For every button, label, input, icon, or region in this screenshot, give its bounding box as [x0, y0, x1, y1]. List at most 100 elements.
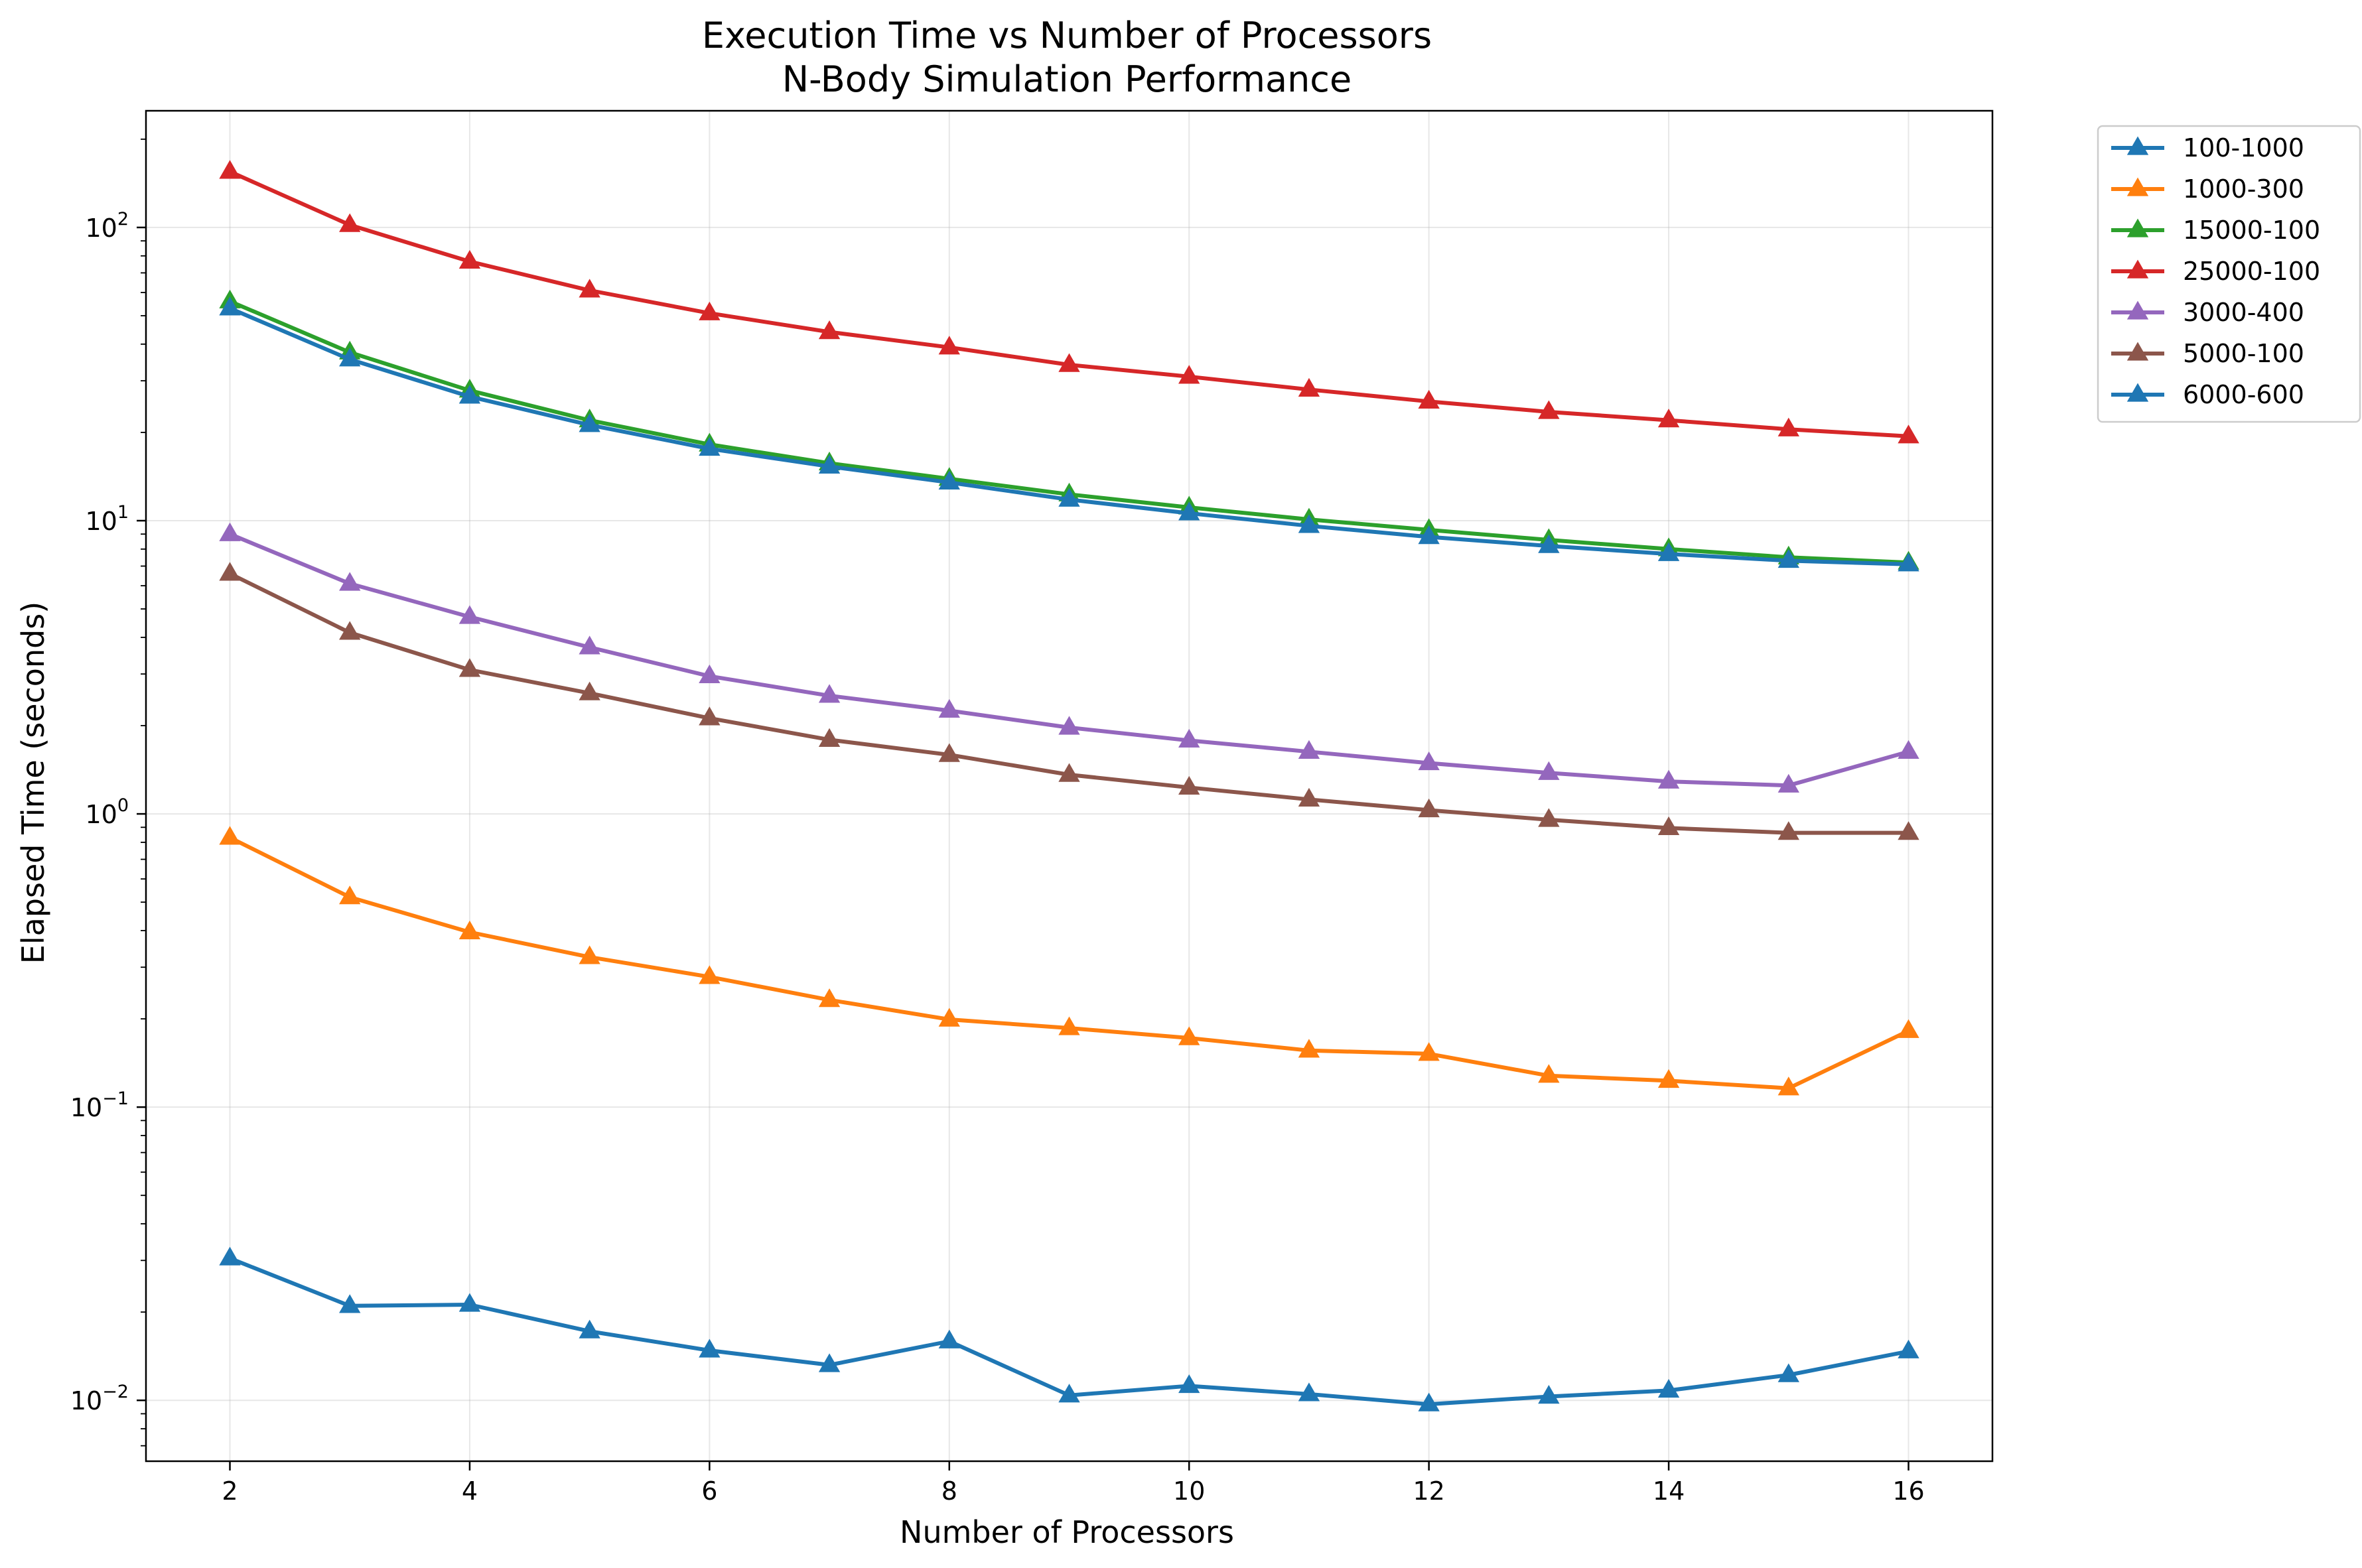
data-point [219, 826, 241, 845]
data-point [219, 296, 241, 316]
data-point [1657, 1069, 1680, 1088]
data-point [699, 965, 721, 984]
legend-swatch-marker [2126, 177, 2149, 196]
data-point [938, 743, 960, 762]
data-point [1418, 1392, 1440, 1411]
data-point [1777, 821, 1799, 840]
legend-item: 25000-100 [2111, 257, 2320, 286]
chart-title: Execution Time vs Number of Processors [702, 15, 1432, 56]
data-point [1777, 773, 1799, 793]
data-point [1178, 365, 1200, 384]
data-point [1657, 769, 1680, 789]
data-point [1298, 787, 1320, 807]
data-point [1418, 798, 1440, 818]
data-point [1538, 1064, 1560, 1083]
y-axis-label: Elapsed Time (seconds) [15, 602, 51, 964]
series-layer [219, 160, 1919, 1411]
legend-item: 1000-300 [2111, 174, 2304, 204]
axis-ticks: 2 4 6 8 10 12 14 16 10−2 10−1 100 101 102 [70, 138, 1925, 1506]
legend-swatch-marker [2126, 218, 2149, 237]
legend-item: 100-1000 [2111, 133, 2304, 163]
y-tick-label: 101 [85, 502, 129, 536]
data-point [339, 213, 361, 232]
legend-item: 3000-400 [2111, 298, 2304, 327]
data-point [1777, 549, 1799, 568]
series-line [228, 299, 1911, 565]
series-line [228, 306, 1911, 566]
data-point [1898, 740, 1919, 759]
data-point [339, 1294, 361, 1313]
data-point [818, 728, 841, 747]
data-point [1418, 751, 1440, 771]
legend-label: 25000-100 [2183, 257, 2320, 286]
legend-swatch-marker [2126, 136, 2149, 155]
data-point [1058, 488, 1080, 507]
data-point [1298, 1382, 1320, 1402]
data-point [1058, 716, 1080, 735]
x-tick-label: 6 [701, 1476, 717, 1506]
data-point [1538, 808, 1560, 827]
data-point [219, 522, 241, 541]
legend-label: 6000-600 [2183, 380, 2304, 409]
data-point [1657, 816, 1680, 836]
data-point [219, 562, 241, 581]
legend-label: 15000-100 [2183, 216, 2320, 245]
series-25000-100 [219, 160, 1919, 444]
series-15000-100 [219, 289, 1919, 570]
data-point [579, 413, 600, 432]
data-point [938, 698, 960, 718]
data-point [458, 385, 481, 404]
data-point [1898, 821, 1919, 840]
legend-label: 3000-400 [2183, 298, 2304, 327]
legend-swatch-marker [2126, 383, 2149, 402]
data-point [579, 945, 600, 964]
series-line [228, 532, 1911, 788]
data-point [1538, 400, 1560, 419]
data-point [1657, 409, 1680, 428]
x-tick-label: 16 [1892, 1476, 1924, 1506]
data-point [699, 436, 721, 456]
x-axis-label: Number of Processors [900, 1514, 1234, 1550]
data-point [1178, 728, 1200, 748]
data-point [579, 1319, 600, 1339]
data-point [1058, 763, 1080, 782]
series-line [228, 1256, 1911, 1407]
y-tick-label: 102 [85, 209, 129, 243]
data-point [1058, 353, 1080, 372]
data-point [579, 635, 600, 655]
series-line [228, 571, 1911, 835]
data-point [579, 279, 600, 298]
legend-swatch-marker [2126, 342, 2149, 361]
series-1000-300 [219, 826, 1919, 1096]
data-point [1298, 1039, 1320, 1058]
x-tick-label: 4 [462, 1476, 478, 1506]
x-tick-label: 14 [1653, 1476, 1685, 1506]
y-tick-label: 10−2 [70, 1382, 129, 1415]
data-point [1178, 1026, 1200, 1045]
data-point [699, 706, 721, 726]
data-point [1418, 389, 1440, 409]
data-point [1777, 1363, 1799, 1382]
data-point [1898, 553, 1919, 572]
y-tick-label: 10−1 [70, 1088, 129, 1122]
legend-swatch-marker [2126, 259, 2149, 279]
data-point [219, 1246, 241, 1266]
data-point [1777, 417, 1799, 436]
data-point [938, 1329, 960, 1348]
data-point [1538, 761, 1560, 780]
data-point [1298, 377, 1320, 397]
series-line [228, 169, 1911, 438]
legend-item: 6000-600 [2111, 380, 2304, 409]
data-point [1538, 1385, 1560, 1404]
data-point [818, 988, 841, 1008]
chart-subtitle: N-Body Simulation Performance [782, 58, 1352, 100]
data-point [458, 658, 481, 677]
data-point [339, 572, 361, 591]
data-point [458, 1293, 481, 1312]
data-point [1178, 775, 1200, 795]
series-100-1000 [219, 1246, 1919, 1411]
data-point [579, 681, 600, 700]
data-point [938, 470, 960, 490]
grid [146, 111, 1992, 1461]
